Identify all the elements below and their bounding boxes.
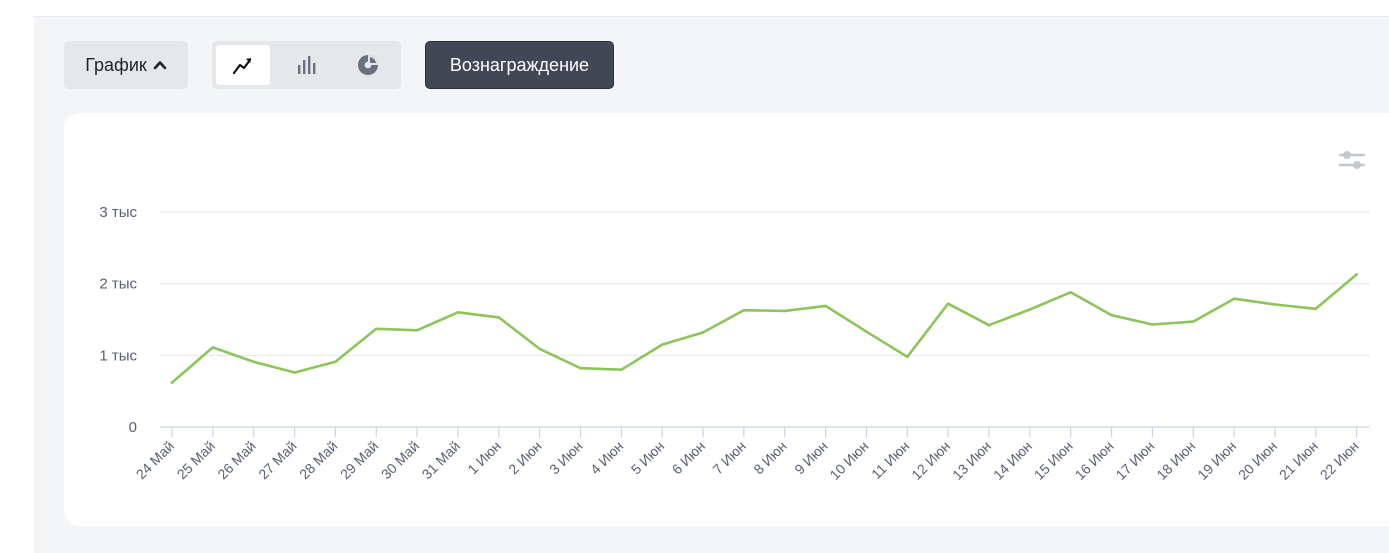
- x-tick-label: 17 Июн: [1112, 438, 1157, 483]
- data-point: [865, 330, 868, 333]
- x-tick-label: 27 Май: [255, 438, 299, 482]
- data-point: [1191, 320, 1195, 323]
- data-point: [620, 368, 623, 371]
- y-tick-label: 0: [129, 419, 137, 436]
- x-tick-label: 10 Июн: [826, 438, 871, 483]
- x-tick-label: 19 Июн: [1194, 438, 1239, 483]
- data-point: [415, 328, 419, 332]
- data-point: [701, 331, 705, 334]
- x-tick-label: 31 Май: [419, 438, 463, 482]
- data-point: [1110, 313, 1113, 317]
- graph-toggle-button[interactable]: График: [64, 41, 188, 89]
- data-point: [374, 327, 378, 331]
- data-point: [170, 381, 174, 384]
- data-point: [497, 316, 501, 319]
- chevron-up-icon: [153, 61, 167, 70]
- x-tick-label: 20 Июн: [1235, 438, 1280, 483]
- chart-settings-icon[interactable]: [1338, 148, 1366, 172]
- line-chart-button[interactable]: [216, 45, 270, 85]
- data-point: [211, 346, 215, 349]
- data-point: [456, 311, 460, 314]
- data-point: [293, 371, 296, 374]
- x-tick-label: 8 Июн: [750, 438, 790, 478]
- line-chart-icon: [232, 58, 252, 75]
- x-tick-label: 14 Июн: [990, 438, 1035, 483]
- data-point: [334, 360, 337, 364]
- x-tick-label: 6 Июн: [669, 438, 709, 478]
- data-point: [1314, 307, 1318, 311]
- x-tick-label: 5 Июн: [628, 438, 668, 478]
- data-point: [1273, 303, 1277, 306]
- data-point: [987, 323, 991, 327]
- series-line: [170, 273, 1358, 384]
- pie-chart-button[interactable]: [342, 45, 396, 85]
- x-tick-label: 7 Июн: [709, 438, 749, 478]
- data-point: [538, 347, 541, 351]
- x-tick-label: 18 Июн: [1153, 438, 1198, 483]
- x-tick-label: 30 Май: [378, 438, 422, 482]
- x-tick-label: 4 Июн: [587, 438, 627, 478]
- x-tick-label: 22 Июн: [1317, 438, 1362, 483]
- x-tick-label: 1 Июн: [464, 438, 504, 478]
- data-point: [579, 366, 582, 370]
- data-point: [946, 302, 950, 306]
- data-point: [660, 343, 664, 346]
- x-tick-label: 12 Июн: [908, 438, 953, 483]
- x-tick-label: 9 Июн: [791, 438, 831, 478]
- x-tick-label: 24 Май: [133, 438, 177, 482]
- x-tick-label: 15 Июн: [1031, 438, 1076, 483]
- x-tick-label: 26 Май: [214, 438, 258, 482]
- data-point: [906, 355, 909, 359]
- x-tick-label: 28 Май: [296, 438, 340, 482]
- x-tick-label: 16 Июн: [1072, 438, 1117, 483]
- data-point: [252, 360, 255, 364]
- data-point: [1069, 290, 1072, 294]
- y-tick-label: 3 тыс: [99, 204, 137, 221]
- data-point: [783, 309, 787, 313]
- x-tick-label: 21 Июн: [1276, 438, 1321, 483]
- view-mode-switch: [212, 41, 401, 89]
- y-tick-label: 2 тыс: [99, 276, 137, 293]
- data-point: [1151, 323, 1154, 326]
- pie-chart-icon: [358, 55, 378, 75]
- data-point: [824, 304, 827, 308]
- data-point: [1028, 308, 1032, 311]
- x-tick-label: 2 Июн: [505, 438, 545, 478]
- graph-toggle-label: График: [85, 54, 147, 75]
- y-tick-label: 1 тыс: [99, 347, 137, 364]
- reward-button[interactable]: Вознаграждение: [425, 41, 614, 89]
- x-tick-label: 3 Июн: [546, 438, 586, 478]
- bar-chart-button[interactable]: [280, 45, 334, 85]
- x-tick-label: 25 Май: [174, 438, 218, 482]
- data-point: [1232, 297, 1236, 301]
- data-point: [742, 308, 746, 312]
- data-point: [1355, 273, 1358, 276]
- left-gutter: [0, 0, 34, 553]
- top-strip: [34, 0, 1389, 17]
- x-tick-label: 29 Май: [337, 438, 381, 482]
- x-tick-label: 11 Июн: [868, 438, 912, 482]
- x-tick-label: 13 Июн: [949, 438, 994, 483]
- bar-chart-icon: [298, 56, 316, 74]
